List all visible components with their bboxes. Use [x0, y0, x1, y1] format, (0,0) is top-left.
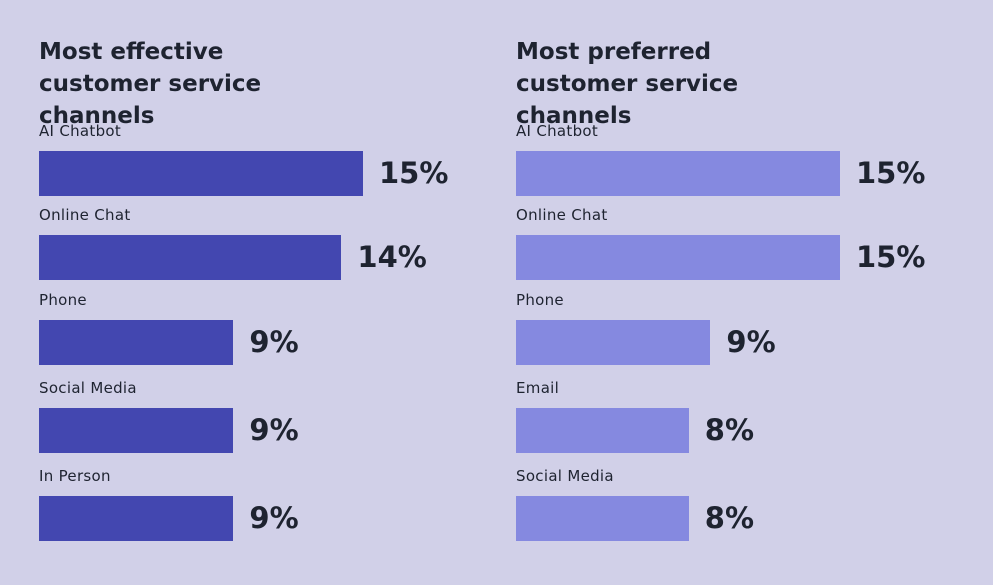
bar	[516, 408, 689, 453]
value-label: 15%	[856, 240, 926, 274]
bar	[39, 496, 234, 541]
category-label: Phone	[39, 291, 87, 309]
chart-title: Most effective customer service channels	[39, 39, 262, 129]
value-label: 9%	[726, 325, 776, 359]
chart-title: Most preferred customer service channels	[516, 39, 739, 129]
bar	[516, 496, 689, 541]
value-label: 8%	[704, 501, 755, 535]
category-label: Online Chat	[516, 206, 608, 224]
category-label: Online Chat	[39, 206, 131, 224]
category-label: Phone	[516, 291, 564, 309]
category-label: In Person	[39, 467, 111, 485]
value-label: 15%	[856, 156, 926, 190]
bar	[39, 151, 363, 196]
bar	[516, 235, 840, 280]
value-label: 9%	[249, 413, 299, 447]
bar	[516, 320, 711, 365]
value-label: 15%	[379, 156, 449, 190]
bar	[516, 151, 840, 196]
category-label: AI Chatbot	[516, 122, 599, 140]
category-label: Social Media	[516, 467, 614, 485]
bar	[39, 235, 342, 280]
category-label: Social Media	[39, 379, 137, 397]
value-label: 9%	[249, 325, 299, 359]
bar	[39, 408, 234, 453]
category-label: AI Chatbot	[39, 122, 122, 140]
chart-panel: Most preferred customer service channels…	[516, 0, 986, 585]
value-label: 9%	[249, 501, 299, 535]
value-label: 14%	[357, 240, 427, 274]
chart-panel: Most effective customer service channels…	[39, 0, 509, 585]
category-label: Email	[516, 379, 560, 397]
bar	[39, 320, 234, 365]
value-label: 8%	[704, 413, 755, 447]
